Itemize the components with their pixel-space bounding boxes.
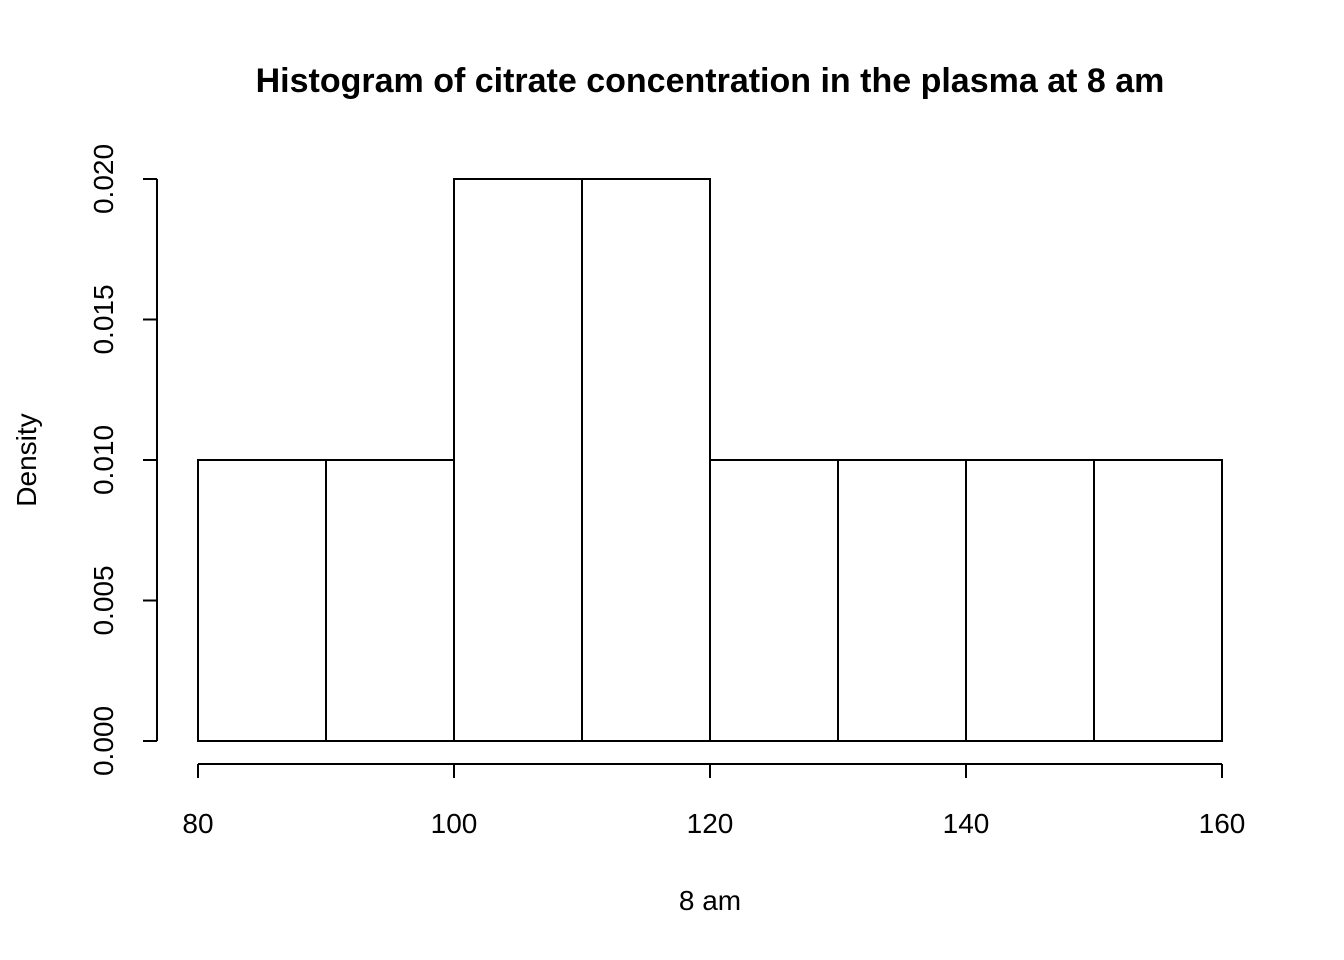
x-tick-label: 120 [687,808,734,839]
bars-group [197,178,1223,742]
y-tick-label: 0.020 [88,144,119,214]
histogram-bar-2 [325,459,455,742]
y-axis-title: Density [11,413,42,506]
histogram-bar-4 [581,178,711,742]
histogram-bar-6 [837,459,967,742]
histogram-bar-1 [197,459,327,742]
histogram-bar-7 [965,459,1095,742]
x-axis-title: 8 am [679,885,741,916]
histogram-bar-3 [453,178,583,742]
histogram-bar-8 [1093,459,1223,742]
x-axis: 80 100 120 140 160 [182,763,1246,839]
y-tick-label: 0.005 [88,565,119,635]
histogram-bar-5 [709,459,839,742]
y-tick-label: 0.015 [88,284,119,354]
x-tick-label: 140 [943,808,990,839]
chart-title: Histogram of citrate concentration in th… [256,62,1165,100]
y-tick-label: 0.010 [88,425,119,495]
y-tick-label: 0.000 [88,706,119,776]
x-tick-label: 80 [182,808,213,839]
y-axis: 0.000 0.005 0.010 0.015 0.020 [88,144,158,776]
x-tick-label: 100 [431,808,478,839]
x-tick-label: 160 [1199,808,1246,839]
